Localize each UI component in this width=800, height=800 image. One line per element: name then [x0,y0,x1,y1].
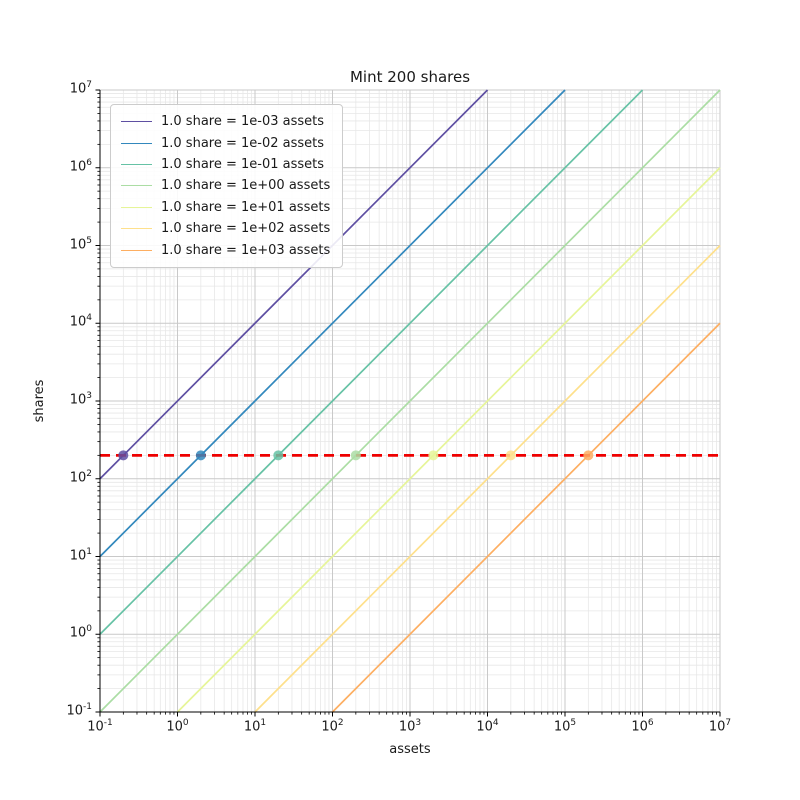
legend-line-swatch [121,121,152,123]
legend-item: 1.0 share = 1e-02 assets [121,132,330,153]
y-tick-label: 102 [69,468,92,486]
x-tick-label: 107 [708,718,732,735]
series-line [99,89,566,558]
legend-label: 1.0 share = 1e+01 assets [161,199,331,215]
legend-item: 1.0 share = 1e-01 assets [121,154,330,175]
legend: 1.0 share = 1e-03 assets 1.0 share = 1e-0… [110,104,344,268]
legend-label: 1.0 share = 1e+02 assets [161,221,331,237]
y-tick-label: 106 [69,157,92,175]
x-tick-label: 102 [321,718,344,735]
y-tick-label: 100 [69,624,92,641]
series-line [99,89,489,480]
x-tick-label: 105 [553,718,577,735]
y-tick-label: 10-1 [66,702,92,719]
legend-line-swatch [121,228,152,230]
legend-line-swatch [121,142,152,144]
legend-label: 1.0 share = 1e+03 assets [161,242,331,258]
series-line [254,244,721,713]
legend-item: 1.0 share = 1e-03 assets [121,111,330,132]
y-tick-label: 103 [69,391,92,408]
x-tick-label: 100 [166,718,189,735]
data-point-marker [428,450,439,461]
series-line [99,89,721,713]
x-tick-label: 101 [243,718,267,735]
y-axis-label: shares [32,379,47,423]
y-tick-label: 107 [69,80,92,97]
legend-item: 1.0 share = 1e+02 assets [121,218,330,239]
x-tick-label: 103 [398,718,422,735]
x-tick-label: 106 [631,718,654,735]
legend-item: 1.0 share = 1e+03 assets [121,239,330,260]
data-point-marker [505,450,516,461]
series-line [331,322,721,713]
data-point-marker [195,450,206,461]
legend-line-swatch [121,163,152,165]
legend-line-swatch [121,206,152,208]
y-tick-label: 105 [69,235,92,252]
data-point-marker [118,450,129,461]
legend-label: 1.0 share = 1e-02 assets [161,135,325,151]
series-line [99,89,644,635]
legend-label: 1.0 share = 1e-01 assets [161,156,325,172]
y-tick-label: 104 [69,313,92,330]
data-point-marker [350,450,361,461]
legend-line-swatch [121,249,152,251]
legend-label: 1.0 share = 1e-03 assets [161,114,325,130]
x-axis-label: assets [389,742,431,757]
x-tick-label: 104 [476,718,499,735]
legend-item: 1.0 share = 1e+00 assets [121,175,330,196]
legend-line-swatch [121,185,152,187]
x-tick-label: 10-1 [87,718,113,735]
y-tick-label: 101 [69,546,92,563]
data-point-marker [583,450,594,461]
data-point-marker [273,450,284,461]
series-line [176,167,721,713]
legend-item: 1.0 share = 1e+01 assets [121,197,330,218]
legend-label: 1.0 share = 1e+00 assets [161,178,331,194]
chart-title: Mint 200 shares [349,68,471,86]
